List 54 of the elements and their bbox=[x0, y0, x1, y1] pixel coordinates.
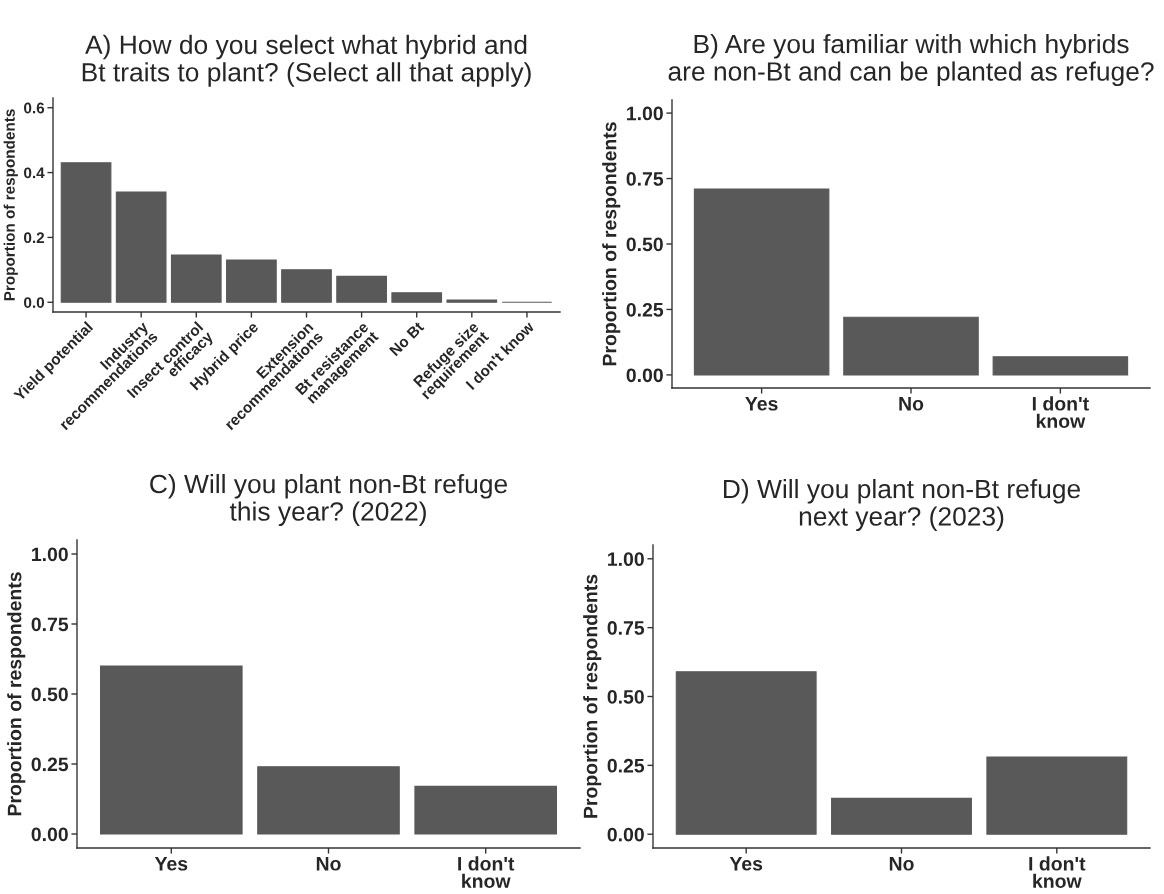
y-tick-label: 0.25 bbox=[626, 302, 664, 317]
y-tick-label: 0.50 bbox=[607, 689, 644, 704]
y-tick-label: 0.25 bbox=[607, 758, 645, 773]
y-tick-label: 0.2 bbox=[24, 232, 45, 244]
y-tick-label: 0.6 bbox=[24, 102, 45, 114]
y-tick-label: 0.50 bbox=[31, 687, 68, 702]
y-tick-label: 0.50 bbox=[626, 237, 663, 252]
bar bbox=[414, 785, 557, 835]
y-tick-label: 0.75 bbox=[626, 172, 664, 186]
bar bbox=[115, 191, 167, 303]
chart-title: D) Will you plant non-Bt refuge next year? (2023) bbox=[724, 478, 1081, 532]
bar bbox=[60, 162, 112, 303]
y-axis-title: Proportion of respondents bbox=[602, 122, 621, 366]
chart-title: C) Will you plant non-Bt refuge this year? (2022) bbox=[150, 473, 508, 527]
y-axis-title: Proportion of respondents bbox=[583, 574, 602, 818]
y-tick-label: 1.00 bbox=[608, 552, 644, 567]
x-tick-label: No bbox=[889, 857, 914, 871]
x-tick-label: I don't know bbox=[1032, 396, 1089, 429]
y-tick-label: 0.00 bbox=[626, 368, 663, 383]
x-tick-label: No bbox=[899, 397, 924, 411]
y-tick-label: 0.4 bbox=[24, 167, 45, 179]
y-axis-title: Proportion of respondents bbox=[3, 109, 18, 301]
bar bbox=[226, 259, 277, 303]
x-tick-label: Yes bbox=[745, 397, 778, 411]
x-tick-label: I don't know bbox=[458, 856, 515, 889]
x-tick-label: No bbox=[316, 857, 341, 871]
x-tick-label: I don't know bbox=[1029, 856, 1086, 889]
bar bbox=[391, 292, 443, 303]
y-axis-title: Proportion of respondents bbox=[7, 572, 26, 816]
bar bbox=[257, 766, 400, 835]
y-tick-label: 0.25 bbox=[31, 757, 69, 772]
y-tick-label: 0.75 bbox=[31, 617, 69, 632]
x-tick-label: Yes bbox=[154, 857, 188, 871]
bar bbox=[986, 756, 1128, 835]
y-tick-label: 0.00 bbox=[607, 827, 644, 842]
chart-title: A) How do you select what hybrid and Bt traits to plant? (Select all that apply) bbox=[82, 34, 531, 87]
bar bbox=[843, 316, 979, 376]
bar bbox=[675, 671, 817, 835]
x-tick-label: Yes bbox=[729, 857, 763, 871]
bar bbox=[336, 275, 387, 303]
y-tick-label: 0.75 bbox=[607, 621, 645, 635]
y-tick-label: 1.00 bbox=[627, 106, 663, 121]
bar bbox=[693, 188, 830, 376]
x-tick-label: No Bt bbox=[389, 320, 425, 357]
y-tick-label: 1.00 bbox=[32, 547, 68, 562]
bar bbox=[992, 356, 1129, 376]
bar bbox=[446, 299, 498, 303]
chart-title: B) Are you familiar with which hybrids are non-Bt and can be planted as refuge? bbox=[668, 33, 1154, 87]
bar bbox=[170, 254, 222, 303]
bar bbox=[281, 269, 332, 303]
y-tick-label: 0.0 bbox=[24, 297, 45, 308]
bar bbox=[100, 665, 243, 835]
y-tick-label: 0.00 bbox=[31, 827, 68, 842]
bar bbox=[831, 797, 972, 835]
